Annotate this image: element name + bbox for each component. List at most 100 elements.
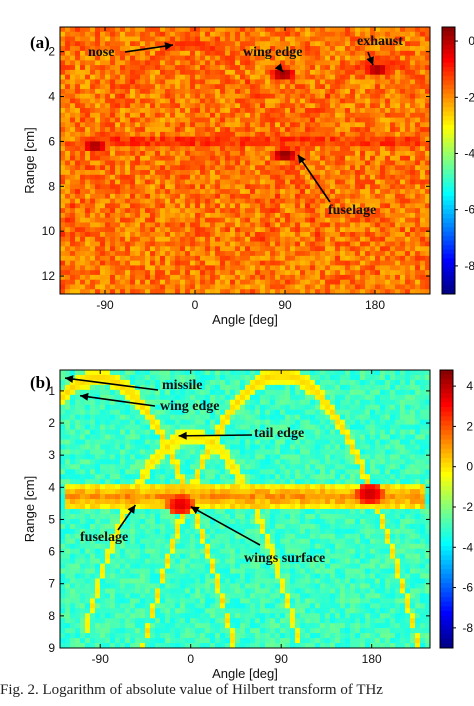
heatmap-cell [70,270,75,275]
heatmap-cell [270,400,275,405]
heatmap-cell [115,165,120,170]
heatmap-cell [180,75,185,80]
heatmap-cell [285,270,290,275]
heatmap-cell [215,99,220,104]
heatmap-cell [350,222,355,227]
heatmap-cell [325,232,330,237]
heatmap-cell [400,75,405,80]
heatmap-cell [205,127,210,132]
heatmap-cell [270,27,275,32]
heatmap-cell [420,261,425,266]
heatmap-cell [165,70,170,75]
heatmap-cell [120,103,125,108]
heatmap-cell [305,27,310,32]
heatmap-cell [135,94,140,99]
heatmap-cell [180,70,185,75]
heatmap-cell [370,156,375,161]
heatmap-cell [185,118,190,123]
heatmap-cell [105,32,110,37]
heatmap-cell [215,65,220,70]
heatmap-cell [365,89,370,94]
heatmap-cell [360,380,365,385]
heatmap-cell [100,141,105,146]
heatmap-cell [390,89,395,94]
heatmap-cell [280,32,285,37]
heatmap-cell [275,410,280,415]
heatmap-cell [245,165,250,170]
heatmap-cell [80,99,85,104]
heatmap-cell [265,118,270,123]
heatmap-cell [220,175,225,180]
heatmap-cell [315,79,320,84]
heatmap-cell [70,370,75,375]
heatmap-cell [245,390,250,395]
colorbar-segment [442,267,455,272]
heatmap-cell [205,227,210,232]
heatmap-cell [385,132,390,137]
heatmap-cell [200,213,205,218]
heatmap-cell [225,165,230,170]
heatmap-cell [205,390,210,395]
heatmap-cell [165,270,170,275]
heatmap-cell [110,261,115,266]
heatmap-cell [305,141,310,146]
heatmap-cell [320,103,325,108]
heatmap-cell [165,189,170,194]
heatmap-cell [280,132,285,137]
heatmap-cell [410,203,415,208]
heatmap-cell [165,94,170,99]
heatmap-cell [335,400,340,405]
colorbar-tick-label: -2 [464,90,474,104]
heatmap-cell [120,75,125,80]
heatmap-cell [170,75,175,80]
heatmap-cell [360,194,365,199]
heatmap-cell [125,56,130,61]
heatmap-cell [150,165,155,170]
heatmap-cell [180,237,185,242]
heatmap-cell [255,280,260,285]
heatmap-cell [380,390,385,395]
heatmap-cell [375,60,380,65]
heatmap-cell [335,156,340,161]
heatmap-cell [205,137,210,142]
heatmap-cell [270,184,275,189]
heatmap-cell [330,151,335,156]
heatmap-cell [115,395,120,400]
heatmap-cell [290,165,295,170]
heatmap-cell [290,375,295,380]
heatmap-cell [345,261,350,266]
heatmap-cell [135,146,140,151]
heatmap-cell [360,79,365,84]
heatmap-cell [330,385,335,390]
heatmap-cell [315,189,320,194]
heatmap-cell [130,370,135,375]
heatmap-cell [60,194,65,199]
heatmap-cell [65,251,70,256]
heatmap-cell [90,218,95,223]
heatmap-cell [185,237,190,242]
heatmap-cell [400,79,405,84]
heatmap-cell [145,146,150,151]
heatmap-cell [345,56,350,61]
heatmap-cell [390,146,395,151]
heatmap-cell [345,137,350,142]
heatmap-cell [390,132,395,137]
heatmap-cell [130,405,135,410]
heatmap-cell [235,165,240,170]
heatmap-cell [65,75,70,80]
heatmap-cell [260,280,265,285]
heatmap-cell [195,189,200,194]
heatmap-cell [170,151,175,156]
heatmap-cell [315,161,320,166]
heatmap-cell [215,41,220,46]
heatmap-cell [225,380,230,385]
heatmap-cell [150,175,155,180]
heatmap-cell [355,146,360,151]
heatmap-cell [380,385,385,390]
heatmap-cell [180,165,185,170]
heatmap-cell [395,108,400,113]
heatmap-cell [200,261,205,266]
heatmap-cell [410,410,415,415]
heatmap-cell [205,94,210,99]
heatmap-cell [230,141,235,146]
